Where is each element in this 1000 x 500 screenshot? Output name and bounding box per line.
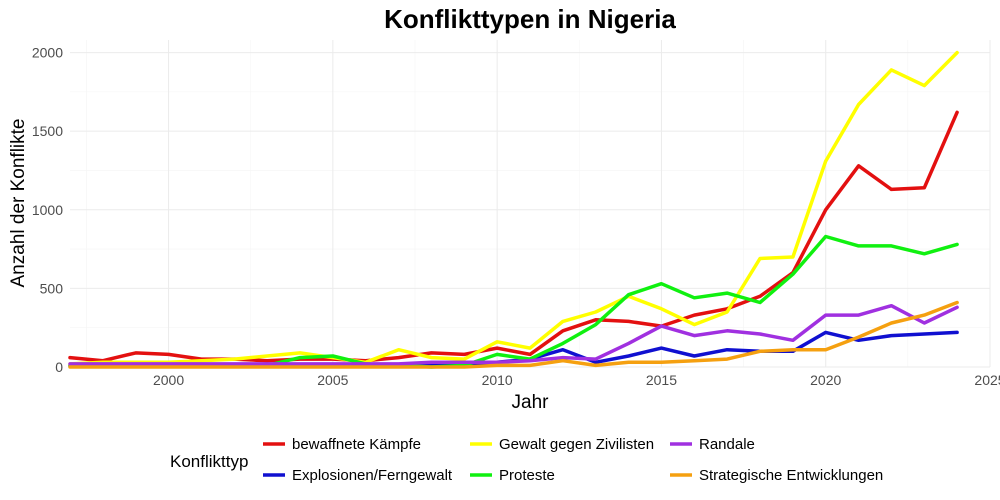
y-tick-label: 1000 xyxy=(32,202,63,218)
series-line-5 xyxy=(68,300,959,369)
series-line-2 xyxy=(68,50,959,366)
chart-title: Konflikttypen in Nigeria xyxy=(384,4,676,34)
x-axis-title: Jahr xyxy=(512,392,550,413)
series-lines xyxy=(68,50,959,369)
x-tick-label: 2020 xyxy=(810,372,841,388)
legend-label-4: Randale xyxy=(699,436,755,453)
x-axis: 2000 2005 2010 2015 2020 2025 xyxy=(153,372,1000,388)
legend: Konflikttyp bewaffnete Kämpfe Explosionen… xyxy=(170,436,883,484)
x-tick-label: 2000 xyxy=(153,372,184,388)
grid xyxy=(70,40,991,368)
y-tick-label: 2000 xyxy=(32,45,63,61)
legend-label-5: Strategische Entwicklungen xyxy=(699,467,883,484)
legend-label-1: Explosionen/Ferngewalt xyxy=(292,467,453,484)
x-tick-label: 2015 xyxy=(646,372,677,388)
y-tick-label: 1500 xyxy=(32,123,63,139)
legend-label-0: bewaffnete Kämpfe xyxy=(292,436,421,453)
series-line-4 xyxy=(68,303,959,366)
legend-label-3: Proteste xyxy=(499,467,555,484)
y-axis: 0 500 1000 1500 2000 xyxy=(32,45,63,375)
x-tick-label: 2005 xyxy=(317,372,348,388)
legend-label-2: Gewalt gegen Zivilisten xyxy=(499,436,654,453)
series-line-3 xyxy=(68,234,959,369)
x-tick-label: 2010 xyxy=(482,372,513,388)
y-tick-label: 500 xyxy=(40,280,64,296)
legend-title: Konflikttyp xyxy=(170,452,248,471)
y-axis-title: Anzahl der Konflikte xyxy=(8,119,29,288)
y-tick-label: 0 xyxy=(55,359,63,375)
x-tick-label: 2025 xyxy=(974,372,1000,388)
